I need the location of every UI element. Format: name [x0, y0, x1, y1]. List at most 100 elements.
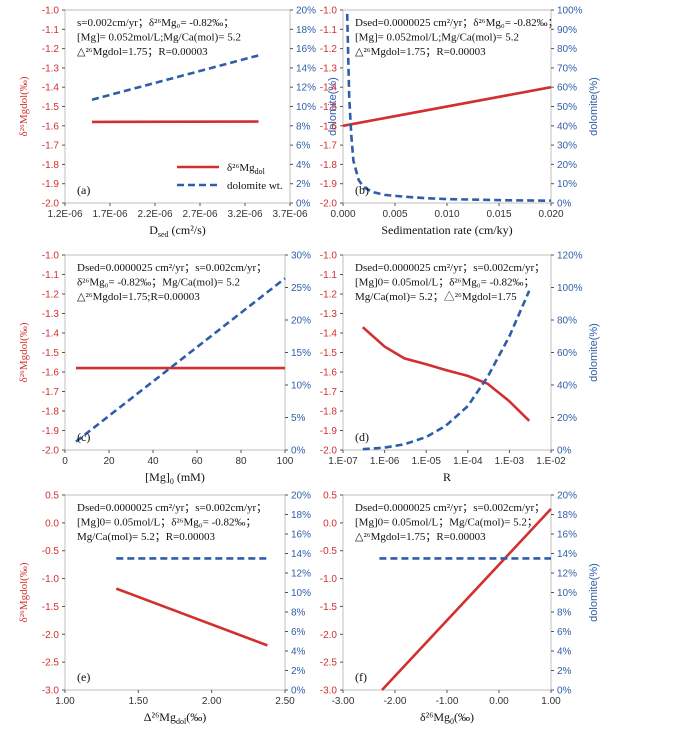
x-axis-label: R: [443, 470, 451, 484]
panel-label: (b): [355, 183, 369, 197]
y-left-axis-label: δ²⁶Mgdol(‰): [18, 562, 30, 622]
y-right-tick-label: 20%: [291, 316, 311, 327]
x-axis-label: [Mg]0 (mM): [145, 470, 205, 486]
y-right-tick-label: 0%: [296, 199, 311, 210]
y-left-tick-label: -1.7: [320, 387, 338, 398]
y-left-tick-label: -1.4: [320, 83, 338, 94]
y-right-tick-label: 14%: [291, 549, 311, 560]
y-left-tick-label: -1.5: [320, 602, 338, 613]
y-left-tick-label: -1.5: [42, 348, 60, 359]
x-axis-label-unit: (‰): [186, 710, 206, 724]
annotation-line: Dsed=0.0000025 cm²/yr；s=0.002cm/yr；: [355, 502, 545, 514]
y-right-tick-label: 2%: [296, 179, 311, 190]
delta-mg-dol-line: [343, 87, 551, 126]
y-right-tick-label: 80%: [557, 316, 577, 327]
y-right-axis-label: dolomite(%): [588, 77, 600, 136]
x-tick-label: 0.005: [382, 209, 407, 220]
annotation-line: [Mg]0= 0.05mol/L；δ²⁶Mg₀= -0.82‰；: [355, 277, 535, 289]
x-tick-label: 2.50: [275, 696, 295, 707]
annotation-line: [Mg]0= 0.05mol/L；Mg/Ca(mol)= 5.2；: [355, 517, 538, 529]
y-left-tick-label: -1.1: [42, 25, 60, 36]
y-right-tick-label: 25%: [291, 283, 311, 294]
y-right-tick-label: 80%: [557, 44, 577, 55]
y-left-tick-label: 0.0: [45, 518, 59, 529]
y-left-tick-label: -2.5: [320, 658, 338, 669]
panel-label: (d): [355, 430, 369, 444]
y-right-tick-label: 8%: [291, 608, 306, 619]
y-left-tick-label: -1.5: [42, 102, 60, 113]
x-tick-label: 40: [147, 456, 159, 467]
y-right-tick-label: 60%: [557, 83, 577, 94]
x-tick-label: 0.00: [489, 696, 509, 707]
y-right-tick-label: 6%: [296, 141, 311, 152]
y-left-tick-label: -1.6: [320, 368, 338, 379]
y-right-tick-label: 20%: [296, 6, 316, 17]
y-right-tick-label: 120%: [557, 251, 583, 262]
y-right-tick-label: 4%: [557, 647, 572, 658]
x-tick-label: 0: [62, 456, 68, 467]
annotation-line: Dsed=0.0000025 cm²/yr；s=0.002cm/yr；: [355, 262, 545, 274]
x-axis-label-main: δ²⁶Mg: [420, 710, 450, 724]
x-tick-label: 1.E-05: [411, 456, 441, 467]
x-axis-label-unit: (‰): [454, 710, 474, 724]
y-right-axis-label: dolomite(%): [588, 563, 600, 622]
y-right-tick-label: 60%: [557, 348, 577, 359]
y-left-tick-label: -1.9: [42, 179, 60, 190]
y-left-tick-label: 0.0: [323, 518, 337, 529]
x-tick-label: 3.2E-06: [227, 209, 262, 220]
panel-label: (f): [355, 670, 367, 684]
x-axis-label-sub: sed: [158, 230, 169, 239]
y-right-tick-label: 30%: [291, 251, 311, 262]
y-left-tick-label: -1.3: [320, 63, 338, 74]
y-left-tick-label: -1.5: [42, 602, 60, 613]
y-left-tick-label: -1.9: [320, 426, 338, 437]
x-tick-label: 0.010: [434, 209, 459, 220]
y-right-tick-label: 12%: [557, 569, 577, 580]
y-left-tick-label: -1.8: [320, 407, 338, 418]
y-right-tick-label: 4%: [296, 160, 311, 171]
annotation-line: △²⁶Mgdol=1.75；R=0.00003: [77, 46, 208, 58]
y-left-tick-label: -1.9: [42, 426, 60, 437]
x-tick-label: 0.000: [330, 209, 355, 220]
y-right-tick-label: 6%: [557, 627, 572, 638]
y-left-tick-label: -3.0: [42, 686, 60, 697]
y-right-tick-label: 5%: [291, 413, 306, 424]
x-axis-label: Δ²⁶Mgdol(‰): [144, 710, 206, 726]
y-right-tick-label: 18%: [296, 25, 316, 36]
x-tick-label: 0.015: [486, 209, 511, 220]
y-right-tick-label: 8%: [557, 608, 572, 619]
x-tick-label: 1.E-03: [495, 456, 525, 467]
x-tick-label: 1.E-02: [536, 456, 566, 467]
x-tick-label: 1.E-06: [370, 456, 400, 467]
panel-d: -1.0-1.1-1.2-1.3-1.4-1.5-1.6-1.7-1.8-1.9…: [320, 251, 600, 485]
y-left-tick-label: -1.6: [320, 121, 338, 132]
y-right-tick-label: 40%: [557, 381, 577, 392]
y-left-tick-label: -1.2: [320, 44, 338, 55]
y-right-tick-label: 8%: [296, 121, 311, 132]
x-axis-label: Dsed (cm²/s): [149, 223, 206, 239]
y-left-tick-label: -1.0: [320, 6, 338, 17]
y-right-tick-label: 10%: [557, 179, 577, 190]
y-right-tick-label: 0%: [557, 446, 572, 457]
y-left-axis-label: δ²⁶Mgdol(‰): [18, 322, 30, 382]
y-left-tick-label: 0.5: [45, 491, 59, 502]
x-tick-label: 20: [103, 456, 115, 467]
y-right-tick-label: 20%: [557, 491, 577, 502]
x-tick-label: 1.E-04: [453, 456, 483, 467]
annotation-line: △²⁶Mgdol=1.75；R=0.00003: [355, 531, 486, 543]
y-left-tick-label: -2.0: [42, 199, 60, 210]
y-right-tick-label: 0%: [291, 446, 306, 457]
annotation-line: [Mg]= 0.052mol/L;Mg/Ca(mol)= 5.2: [355, 32, 519, 44]
y-left-tick-label: -1.1: [42, 270, 60, 281]
y-left-tick-label: -1.1: [320, 270, 338, 281]
x-axis-label-main: D: [149, 223, 158, 237]
y-left-tick-label: -1.4: [320, 329, 338, 340]
y-left-tick-label: -1.0: [320, 574, 338, 585]
x-tick-label: 2.2E-06: [137, 209, 172, 220]
y-left-tick-label: -1.4: [42, 83, 60, 94]
y-left-tick-label: -1.8: [42, 160, 60, 171]
panel-label: (e): [77, 670, 90, 684]
dolomite-wt-line: [92, 55, 259, 99]
y-right-tick-label: 15%: [291, 348, 311, 359]
